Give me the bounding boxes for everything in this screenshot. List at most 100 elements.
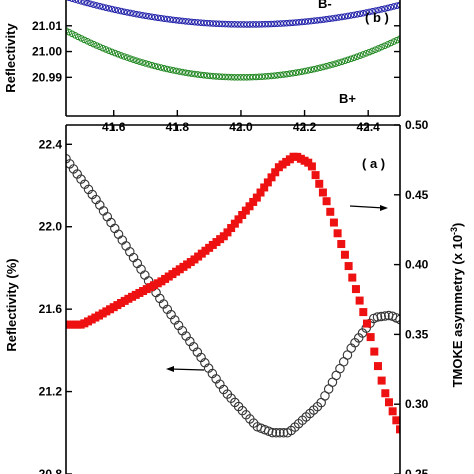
point-b-plus xyxy=(139,59,146,66)
point-tmoke xyxy=(318,188,327,197)
point-b-minus xyxy=(234,21,241,28)
point-b-plus xyxy=(240,74,248,81)
point-b-minus xyxy=(237,21,244,28)
point-b-plus xyxy=(194,71,202,78)
point-b-minus xyxy=(197,19,205,26)
point-b-minus xyxy=(102,4,110,11)
point-b-minus xyxy=(117,7,125,15)
point-b-plus xyxy=(378,43,385,51)
panel-b-y-tick-label: 21.00 xyxy=(32,45,62,59)
point-b-plus xyxy=(215,73,223,80)
point-b-plus xyxy=(261,73,269,80)
point-b-minus xyxy=(142,12,149,20)
point-b-plus xyxy=(99,44,107,52)
point-b-minus xyxy=(176,17,183,24)
point-b-plus xyxy=(369,47,376,55)
point-b-minus xyxy=(384,4,392,12)
point-tmoke xyxy=(322,197,331,206)
point-b-plus xyxy=(246,73,254,81)
point-b-plus xyxy=(218,73,226,81)
point-b-plus xyxy=(310,65,318,73)
point-b-minus xyxy=(277,20,284,27)
point-b-minus xyxy=(222,20,229,28)
point-b-plus xyxy=(381,42,388,50)
point-b-plus xyxy=(136,58,143,65)
point-b-plus xyxy=(173,67,180,75)
point-b-plus xyxy=(390,38,398,45)
point-reflectivity xyxy=(267,427,278,438)
point-tmoke xyxy=(263,178,272,187)
point-b-plus xyxy=(96,43,104,51)
point-tmoke xyxy=(249,197,258,206)
point-b-plus xyxy=(326,62,333,69)
point-b-plus xyxy=(372,46,379,53)
label-b-plus: B+ xyxy=(339,91,356,106)
point-tmoke xyxy=(373,362,382,371)
point-b-plus xyxy=(78,35,85,42)
point-b-minus xyxy=(301,18,309,25)
point-tmoke xyxy=(326,207,335,216)
point-tmoke xyxy=(238,210,247,219)
panel-a-y2-tick-label: 0.40 xyxy=(405,258,429,272)
point-b-plus xyxy=(307,66,315,74)
point-b-plus xyxy=(375,45,382,52)
point-b-minus xyxy=(283,19,290,27)
point-b-plus xyxy=(286,70,293,78)
point-b-minus xyxy=(295,18,303,26)
point-b-minus xyxy=(341,13,349,20)
point-tmoke xyxy=(366,333,375,342)
point-b-minus xyxy=(127,9,134,17)
point-b-minus xyxy=(78,0,85,5)
point-b-minus xyxy=(120,8,128,16)
point-b-plus xyxy=(130,56,137,63)
point-b-plus xyxy=(154,63,162,71)
point-b-minus xyxy=(317,16,324,24)
point-b-minus xyxy=(108,5,116,13)
point-b-minus xyxy=(179,17,186,25)
panel-b-y-ticks: 20.99 21.00 21.01 xyxy=(32,19,400,84)
point-b-plus xyxy=(145,61,153,68)
point-b-minus xyxy=(154,14,162,22)
point-b-minus xyxy=(335,14,343,21)
point-b-minus xyxy=(173,16,180,24)
point-b-minus xyxy=(169,16,177,24)
point-b-minus xyxy=(90,1,97,8)
point-b-plus xyxy=(274,71,281,79)
point-b-minus xyxy=(225,20,232,28)
point-b-plus xyxy=(277,71,284,79)
point-tmoke xyxy=(388,407,397,416)
point-b-plus xyxy=(114,50,122,58)
point-b-minus xyxy=(347,12,355,19)
point-b-plus xyxy=(335,59,343,67)
point-b-plus xyxy=(338,58,346,66)
point-b-minus xyxy=(160,15,168,22)
point-b-minus xyxy=(350,11,358,19)
point-tmoke xyxy=(348,273,357,282)
point-b-plus xyxy=(206,72,214,80)
point-b-minus xyxy=(231,21,238,28)
point-b-plus xyxy=(234,74,241,81)
point-tmoke xyxy=(315,179,324,188)
point-b-plus xyxy=(222,73,229,81)
point-b-minus xyxy=(304,18,312,25)
point-b-plus xyxy=(176,68,183,75)
point-reflectivity xyxy=(275,428,285,438)
point-b-minus xyxy=(148,13,156,21)
point-tmoke xyxy=(223,228,232,237)
point-b-plus xyxy=(271,72,278,79)
point-tmoke xyxy=(241,206,250,215)
point-b-plus xyxy=(68,30,76,38)
point-b-plus xyxy=(268,72,275,80)
point-b-minus xyxy=(212,20,220,27)
point-b-minus xyxy=(387,3,395,11)
point-b-minus xyxy=(372,7,379,14)
point-b-minus xyxy=(240,21,248,28)
point-b-plus xyxy=(320,63,327,71)
point-b-plus xyxy=(81,36,88,44)
point-b-plus xyxy=(341,57,349,65)
point-b-minus xyxy=(396,1,400,9)
point-tmoke xyxy=(311,171,320,180)
point-b-minus xyxy=(130,10,137,17)
point-b-minus xyxy=(139,11,146,19)
